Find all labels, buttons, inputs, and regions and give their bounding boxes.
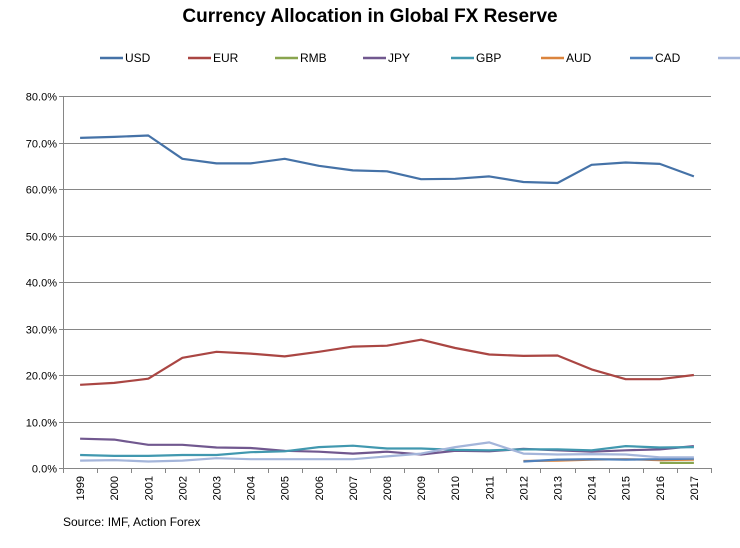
y-tick-label: 40.0% <box>26 278 57 290</box>
series-line-cad <box>523 457 694 463</box>
series-line-jpy <box>80 437 695 456</box>
x-tick-label: 2010 <box>450 476 462 500</box>
legend-label-jpy: JPY <box>388 51 410 65</box>
y-tick-label: 70.0% <box>26 139 57 151</box>
series-line-others <box>80 441 694 463</box>
x-tick-label: 1999 <box>75 476 87 500</box>
x-tick-label: 2004 <box>246 476 258 500</box>
y-tick-label: 80.0% <box>26 92 57 104</box>
x-tick-label: 2012 <box>518 476 530 500</box>
x-tick-label: 2003 <box>211 476 223 500</box>
x-tick-label: 2007 <box>348 476 360 500</box>
x-tick-label: 2016 <box>655 476 667 500</box>
x-tick-label: 2014 <box>587 476 599 500</box>
x-tick-label: 2001 <box>143 476 155 500</box>
y-tick-label: 30.0% <box>26 325 57 337</box>
y-tick-label: 20.0% <box>26 371 57 383</box>
series-line-eur <box>80 338 695 386</box>
x-tick-label: 2000 <box>109 476 121 500</box>
x-tick-label: 2015 <box>621 476 633 500</box>
series-line-usd <box>80 134 695 185</box>
series-line-gbp <box>80 444 694 457</box>
x-tick-label: 2017 <box>689 476 701 500</box>
x-tick-label: 2005 <box>280 476 292 500</box>
legend-label-eur: EUR <box>213 51 239 65</box>
x-tick-label: 2006 <box>314 476 326 500</box>
x-tick-label: 2011 <box>484 476 496 500</box>
legend-label-usd: USD <box>125 51 151 65</box>
y-tick-label: 0.0% <box>32 464 57 476</box>
y-tick-label: 10.0% <box>26 418 57 430</box>
x-tick-label: 2013 <box>553 476 565 500</box>
legend-label-rmb: RMB <box>300 51 327 65</box>
x-tick-label: 2009 <box>416 476 428 500</box>
legend-label-aud: AUD <box>566 51 592 65</box>
y-tick-label: 60.0% <box>26 185 57 197</box>
chart-title: Currency Allocation in Global FX Reserve <box>182 6 558 27</box>
x-tick-label: 2008 <box>382 476 394 500</box>
x-tick-label: 2002 <box>177 476 189 500</box>
legend-label-cad: CAD <box>655 51 681 65</box>
source-note: Source: IMF, Action Forex <box>63 515 201 529</box>
legend-label-gbp: GBP <box>476 51 501 65</box>
y-tick-label: 50.0% <box>26 232 57 244</box>
